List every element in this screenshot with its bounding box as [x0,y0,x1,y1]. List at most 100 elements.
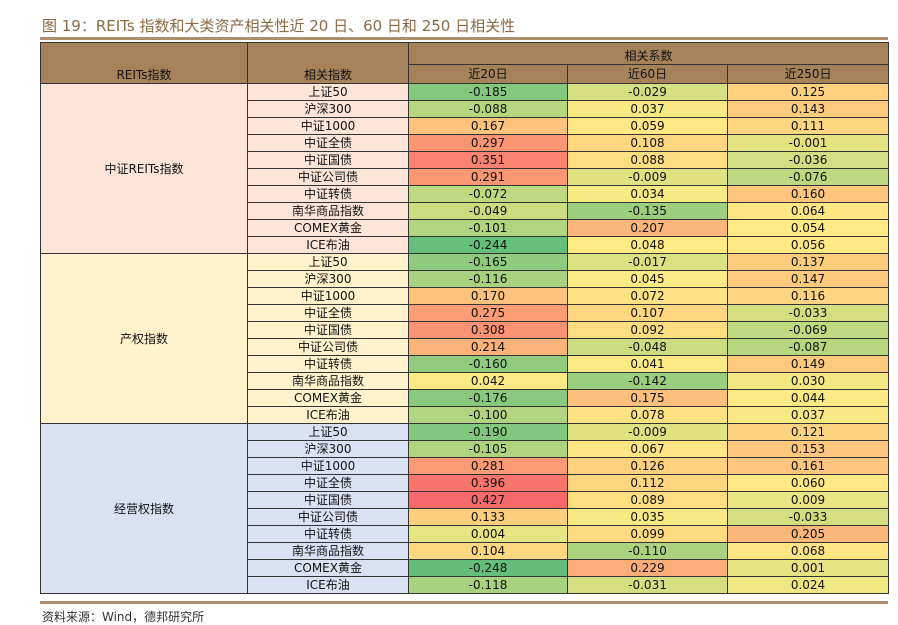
correlation-cell: -0.001 [726,134,890,152]
group-label: 经营权指数 [40,423,248,594]
related-index-name: 沪深300 [247,440,409,458]
correlation-cell: 0.104 [408,542,568,560]
related-index-name: 中证1000 [247,287,409,305]
table-row: 中证公司债 0.214 -0.048 -0.087 [41,338,890,356]
related-index-name: 沪深300 [247,100,409,118]
correlation-cell: 0.229 [567,559,728,577]
table-row: 产权指数 上证50 -0.165 -0.017 0.137 [40,253,890,424]
correlation-cell: 0.067 [567,440,728,458]
related-index-name: 南华商品指数 [247,372,409,390]
related-index-name: 中证全债 [247,304,409,322]
table-row: COMEX黄金 -0.101 0.207 0.054 [41,219,890,237]
correlation-cell: -0.101 [408,219,568,237]
correlation-cell: -0.088 [408,100,568,118]
related-index-name: 中证转债 [247,355,409,373]
correlation-cell: 0.044 [726,389,890,407]
correlation-cell: 0.297 [408,134,568,152]
correlation-cell: 0.149 [726,355,890,373]
correlation-cell: 0.207 [567,219,728,237]
correlation-cell: 0.175 [567,389,728,407]
related-index-name: 上证50 [247,253,409,271]
correlation-cell: -0.048 [567,338,728,356]
correlation-cell: -0.072 [408,185,568,203]
correlation-cell: 0.147 [726,270,890,288]
related-index-name: 中证国债 [247,491,409,509]
table-row: 中证国债 0.308 0.092 -0.069 [41,321,890,339]
correlation-cell: 0.111 [726,117,890,135]
correlation-cell: 0.396 [408,474,568,492]
correlation-cell: 0.121 [726,423,890,441]
table-row: 中证转债 -0.072 0.034 0.160 [41,185,890,203]
table-row: 中证公司债 0.291 -0.009 -0.076 [41,168,890,186]
correlation-cell: 0.108 [567,134,728,152]
correlation-cell: 0.308 [408,321,568,339]
header-period-250d: 近250日 [726,64,890,84]
top-divider [40,37,888,40]
correlation-cell: -0.165 [408,253,568,271]
table-row: 中证转债 0.004 0.099 0.205 [41,525,890,543]
related-index-name: 中证公司债 [247,508,409,526]
correlation-cell: 0.037 [726,406,890,424]
header-period-20d: 近20日 [408,64,568,84]
correlation-cell: -0.069 [726,321,890,339]
correlation-cell: -0.105 [408,440,568,458]
correlation-cell: 0.161 [726,457,890,475]
table-row: 沪深300 -0.116 0.045 0.147 [41,270,890,288]
related-index-name: 上证50 [247,423,409,441]
related-index-name: 沪深300 [247,270,409,288]
correlation-cell: -0.036 [726,151,890,169]
correlation-cell: 0.054 [726,219,890,237]
correlation-cell: 0.009 [726,491,890,509]
correlation-cell: 0.137 [726,253,890,271]
correlation-cell: 0.088 [567,151,728,169]
table-row: 中证1000 0.170 0.072 0.116 [41,287,890,305]
group-label: 中证REITs指数 [40,83,248,254]
correlation-cell: 0.143 [726,100,890,118]
correlation-table: REITs指数 相关指数 相关系数 近20日 近60日 近250日 中证REIT… [40,42,890,594]
correlation-cell: 0.078 [567,406,728,424]
correlation-cell: 0.059 [567,117,728,135]
correlation-cell: -0.160 [408,355,568,373]
correlation-cell: 0.205 [726,525,890,543]
source-note: 资料来源：Wind，德邦研究所 [42,610,205,624]
correlation-cell: 0.214 [408,338,568,356]
correlation-cell: -0.248 [408,559,568,577]
correlation-cell: 0.068 [726,542,890,560]
related-index-name: 中证转债 [247,185,409,203]
correlation-cell: 0.099 [567,525,728,543]
correlation-cell: -0.244 [408,236,568,254]
related-index-name: 中证1000 [247,457,409,475]
correlation-cell: -0.110 [567,542,728,560]
correlation-cell: 0.056 [726,236,890,254]
correlation-cell: 0.089 [567,491,728,509]
table-row: COMEX黄金 -0.176 0.175 0.044 [41,389,890,407]
correlation-cell: -0.142 [567,372,728,390]
table-row: 中证全债 0.297 0.108 -0.001 [41,134,890,152]
figure-title: 图 19：REITs 指数和大类资产相关性近 20 日、60 日和 250 日相… [42,17,516,35]
correlation-cell: 0.125 [726,83,890,101]
correlation-cell: 0.170 [408,287,568,305]
correlation-cell: 0.126 [567,457,728,475]
related-index-name: 中证公司债 [247,338,409,356]
correlation-cell: 0.060 [726,474,890,492]
correlation-cell: 0.035 [567,508,728,526]
related-index-name: COMEX黄金 [247,219,409,237]
header-reits-index: REITs指数 [40,42,248,84]
correlation-cell: -0.087 [726,338,890,356]
related-index-name: ICE布油 [247,576,409,594]
correlation-cell: -0.176 [408,389,568,407]
correlation-cell: -0.033 [726,304,890,322]
table-row: 沪深300 -0.105 0.067 0.153 [41,440,890,458]
correlation-cell: 0.041 [567,355,728,373]
correlation-cell: -0.100 [408,406,568,424]
table-row: 中证转债 -0.160 0.041 0.149 [41,355,890,373]
correlation-cell: 0.024 [726,576,890,594]
related-index-name: ICE布油 [247,236,409,254]
correlation-cell: 0.281 [408,457,568,475]
table-row: 经营权指数 上证50 -0.190 -0.009 0.121 [40,423,890,594]
correlation-cell: -0.190 [408,423,568,441]
related-index-name: 南华商品指数 [247,542,409,560]
correlation-cell: -0.118 [408,576,568,594]
header-period-60d: 近60日 [567,64,728,84]
table-row: 中证国债 0.427 0.089 0.009 [41,491,890,509]
